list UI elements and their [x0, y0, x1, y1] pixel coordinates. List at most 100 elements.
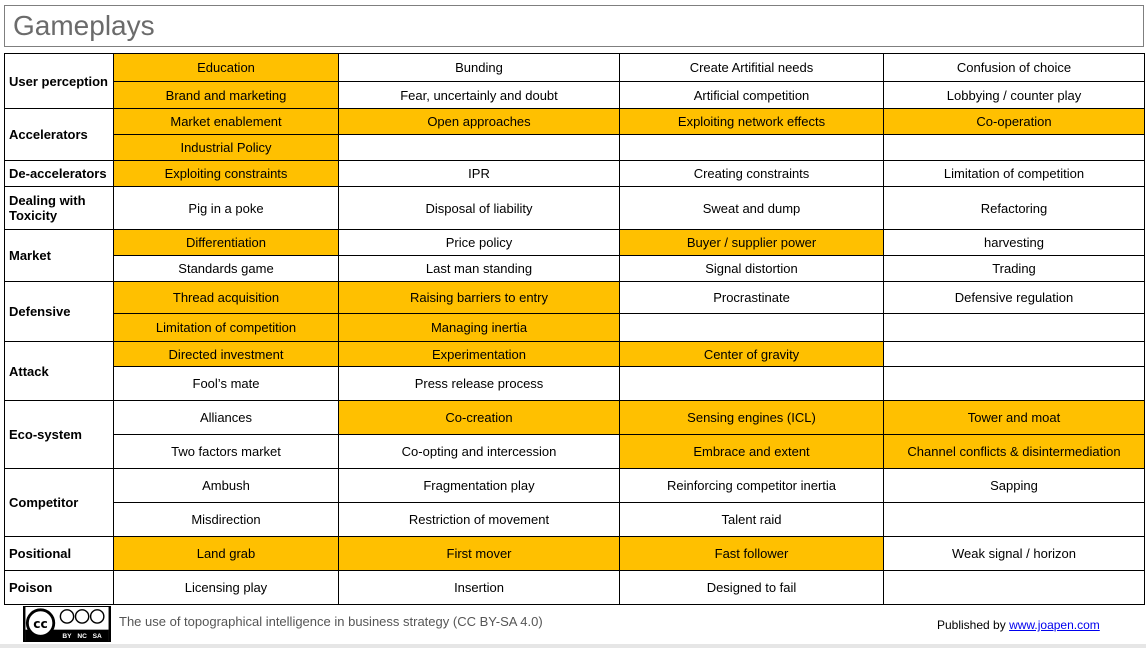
- row-label: Defensive: [4, 281, 114, 342]
- cell: [619, 313, 884, 342]
- cell: [883, 313, 1145, 342]
- cell: [883, 502, 1145, 537]
- cell: Co-operation: [883, 108, 1145, 135]
- badge-term: NC: [77, 633, 87, 640]
- cell: Channel conflicts & disintermediation: [883, 434, 1145, 469]
- cell: Fear, uncertainly and doubt: [338, 81, 620, 109]
- cell: Standards game: [113, 255, 339, 282]
- cc-badge: cc BY NC SA: [23, 606, 111, 642]
- cell: Managing inertia: [338, 313, 620, 342]
- nc-icon: [74, 609, 90, 624]
- cell: Co-opting and intercession: [338, 434, 620, 469]
- cell: IPR: [338, 160, 620, 187]
- cell: Land grab: [113, 536, 339, 571]
- cell: [619, 366, 884, 401]
- cell: Education: [113, 53, 339, 82]
- cell: Sapping: [883, 468, 1145, 503]
- cell: Price policy: [338, 229, 620, 256]
- published-by: Published by: [937, 618, 1006, 632]
- cell: Exploiting constraints: [113, 160, 339, 187]
- cell: Last man standing: [338, 255, 620, 282]
- cell: Confusion of choice: [883, 53, 1145, 82]
- cell: Procrastinate: [619, 281, 884, 314]
- row-label: Competitor: [4, 468, 114, 537]
- page-title: Gameplays: [4, 5, 1144, 47]
- sa-icon: [89, 609, 105, 624]
- cell: Thread acquisition: [113, 281, 339, 314]
- cell: Alliances: [113, 400, 339, 435]
- cell: Tower and moat: [883, 400, 1145, 435]
- cell: Insertion: [338, 570, 620, 605]
- row-label: User perception: [4, 53, 114, 109]
- cell: Embrace and extent: [619, 434, 884, 469]
- cell: Market enablement: [113, 108, 339, 135]
- cell: Directed investment: [113, 341, 339, 367]
- cell: [883, 570, 1145, 605]
- cell: Signal distortion: [619, 255, 884, 282]
- cell: Limitation of competition: [883, 160, 1145, 187]
- cell: [619, 134, 884, 161]
- row-label: Accelerators: [4, 108, 114, 161]
- cell: Trading: [883, 255, 1145, 282]
- row-label: Poison: [4, 570, 114, 605]
- cell: Fragmentation play: [338, 468, 620, 503]
- cell: Fast follower: [619, 536, 884, 571]
- cell: Pig in a poke: [113, 186, 339, 230]
- row-label: Market: [4, 229, 114, 282]
- license-text: The use of topographical intelligence in…: [119, 614, 543, 629]
- cell: Disposal of liability: [338, 186, 620, 230]
- cell: harvesting: [883, 229, 1145, 256]
- badge-term: SA: [93, 633, 102, 640]
- by-icon: [59, 609, 75, 624]
- cell: Two factors market: [113, 434, 339, 469]
- cell: Licensing play: [113, 570, 339, 605]
- cell: Raising barriers to entry: [338, 281, 620, 314]
- publisher: Published by www.joapen.com: [937, 618, 1100, 632]
- badge-band: [25, 629, 109, 641]
- cc-mark: cc: [33, 617, 48, 631]
- cell: [883, 341, 1145, 367]
- cell: Weak signal / horizon: [883, 536, 1145, 571]
- cell: Lobbying / counter play: [883, 81, 1145, 109]
- publisher-link[interactable]: www.joapen.com: [1009, 618, 1100, 632]
- cell: Brand and marketing: [113, 81, 339, 109]
- cell: Artificial competition: [619, 81, 884, 109]
- cell: Co-creation: [338, 400, 620, 435]
- cell: Sweat and dump: [619, 186, 884, 230]
- cell: Ambush: [113, 468, 339, 503]
- cell: Creating constraints: [619, 160, 884, 187]
- cell: [883, 366, 1145, 401]
- row-label: Dealing with Toxicity: [4, 186, 114, 230]
- cell: Industrial Policy: [113, 134, 339, 161]
- cell: [883, 134, 1145, 161]
- cell: Exploiting network effects: [619, 108, 884, 135]
- cell: Talent raid: [619, 502, 884, 537]
- cell: Bunding: [338, 53, 620, 82]
- cell: Create Artifitial needs: [619, 53, 884, 82]
- cell: [338, 134, 620, 161]
- cell: First mover: [338, 536, 620, 571]
- row-label: Positional: [4, 536, 114, 571]
- cell: Center of gravity: [619, 341, 884, 367]
- cell: Limitation of competition: [113, 313, 339, 342]
- cell: Differentiation: [113, 229, 339, 256]
- row-label: De-accelerators: [4, 160, 114, 187]
- cell: Defensive regulation: [883, 281, 1145, 314]
- cell: Buyer / supplier power: [619, 229, 884, 256]
- cell: Designed to fail: [619, 570, 884, 605]
- row-label: Eco-system: [4, 400, 114, 469]
- cell: Fool’s mate: [113, 366, 339, 401]
- cell: Reinforcing competitor inertia: [619, 468, 884, 503]
- cell: Refactoring: [883, 186, 1145, 230]
- cell: Open approaches: [338, 108, 620, 135]
- cell: Experimentation: [338, 341, 620, 367]
- badge-term: BY: [62, 633, 72, 640]
- row-label: Attack: [4, 341, 114, 401]
- cell: Restriction of movement: [338, 502, 620, 537]
- cc-circle: [25, 608, 56, 638]
- cell: Press release process: [338, 366, 620, 401]
- cell: Sensing engines (ICL): [619, 400, 884, 435]
- cell: Misdirection: [113, 502, 339, 537]
- bottom-bar: [0, 644, 1146, 648]
